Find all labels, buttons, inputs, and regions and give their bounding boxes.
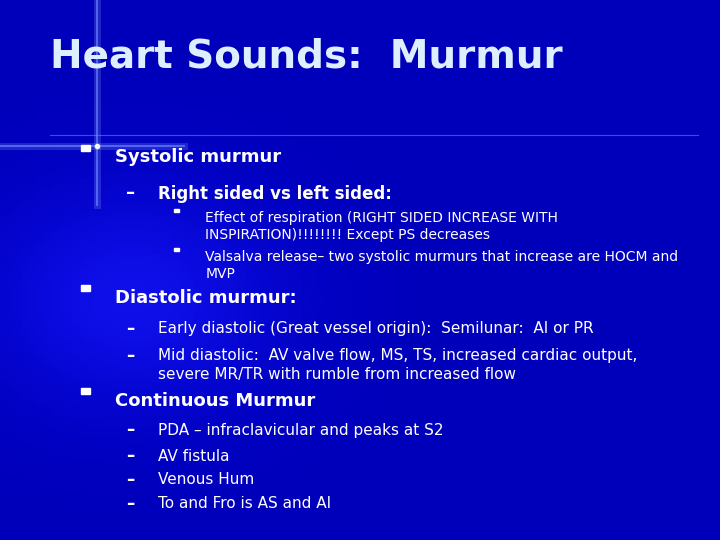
Text: Continuous Murmur: Continuous Murmur: [115, 392, 315, 409]
Bar: [81, 286, 91, 291]
Text: Mid diastolic:  AV valve flow, MS, TS, increased cardiac output,
severe MR/TR wi: Mid diastolic: AV valve flow, MS, TS, in…: [158, 348, 638, 382]
Bar: [81, 388, 91, 394]
Text: Heart Sounds:  Murmur: Heart Sounds: Murmur: [50, 38, 563, 76]
Text: Early diastolic (Great vessel origin):  Semilunar:  AI or PR: Early diastolic (Great vessel origin): S…: [158, 321, 594, 336]
Text: Right sided vs left sided:: Right sided vs left sided:: [158, 185, 392, 203]
Bar: [174, 209, 179, 212]
Text: –: –: [126, 495, 134, 512]
Text: –: –: [126, 447, 134, 465]
Text: –: –: [126, 184, 135, 201]
Text: –: –: [126, 471, 134, 489]
Text: –: –: [126, 421, 134, 439]
Text: Effect of respiration (RIGHT SIDED INCREASE WITH
INSPIRATION)!!!!!!!! Except PS : Effect of respiration (RIGHT SIDED INCRE…: [205, 211, 558, 242]
Text: Systolic murmur: Systolic murmur: [115, 148, 282, 166]
Text: Venous Hum: Venous Hum: [158, 472, 255, 488]
Text: AV fistula: AV fistula: [158, 449, 230, 464]
Bar: [174, 248, 179, 251]
Text: –: –: [126, 320, 134, 338]
Text: Valsalva release– two systolic murmurs that increase are HOCM and
MVP: Valsalva release– two systolic murmurs t…: [205, 250, 678, 281]
Text: To and Fro is AS and AI: To and Fro is AS and AI: [158, 496, 331, 511]
Text: Diastolic murmur:: Diastolic murmur:: [115, 289, 297, 307]
Text: –: –: [126, 347, 134, 364]
Text: PDA – infraclavicular and peaks at S2: PDA – infraclavicular and peaks at S2: [158, 423, 444, 438]
Bar: [81, 145, 91, 151]
